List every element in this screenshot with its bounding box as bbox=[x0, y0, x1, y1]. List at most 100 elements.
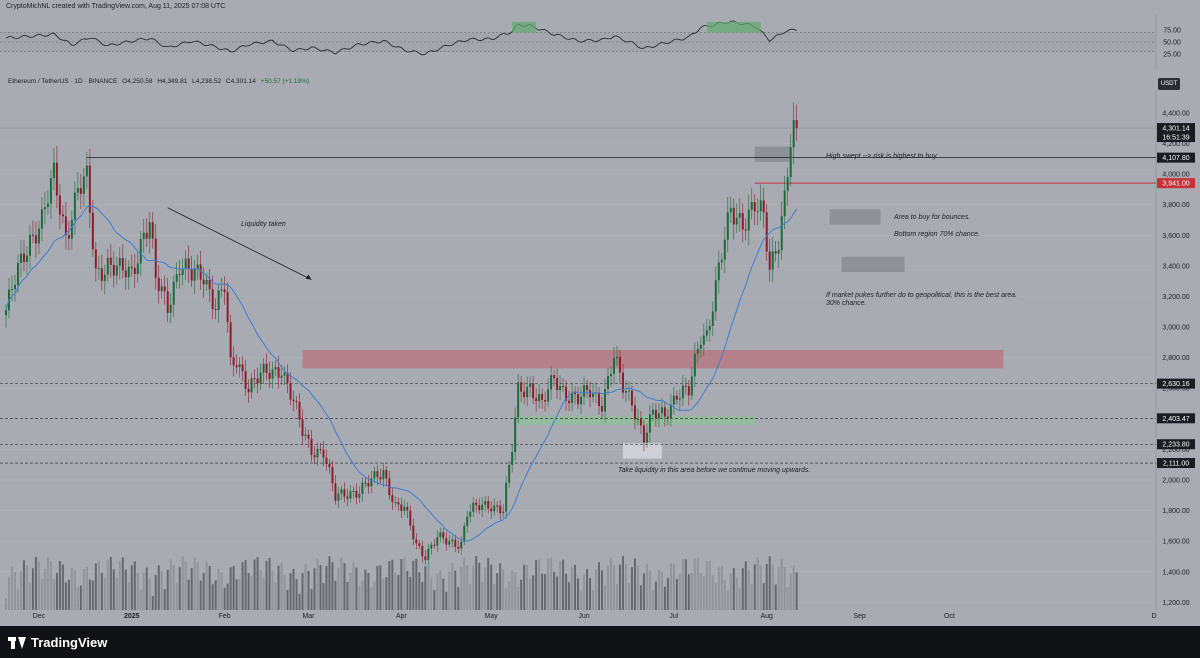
candle-body bbox=[445, 538, 448, 545]
volume-bar bbox=[723, 580, 726, 610]
candle-body bbox=[729, 207, 732, 213]
candle-body bbox=[586, 385, 589, 391]
candle-body bbox=[370, 478, 373, 487]
volume-bar bbox=[46, 557, 49, 610]
time-axis[interactable]: Dec2025FebMarAprMayJunJulAugSepOctNovD bbox=[0, 610, 1200, 626]
candle-body bbox=[451, 539, 454, 542]
candle-body bbox=[639, 418, 642, 426]
volume-bar bbox=[247, 573, 250, 610]
candle-body bbox=[148, 222, 151, 239]
volume-bar bbox=[172, 564, 175, 610]
time-label: Sep bbox=[853, 613, 866, 620]
volume-bar bbox=[466, 565, 469, 610]
candle-body bbox=[627, 390, 630, 392]
volume-bar bbox=[121, 557, 124, 610]
rsi-overbought-fill bbox=[706, 21, 761, 33]
candle-body bbox=[723, 239, 726, 260]
price-chart[interactable]: 1,200.00 1,400.00 1,600.00 1,800.00 2,000.00… bbox=[0, 90, 1200, 610]
candle-body bbox=[106, 257, 109, 275]
volume-bar bbox=[40, 578, 43, 610]
candle-body bbox=[268, 372, 271, 379]
candle-body bbox=[562, 385, 565, 387]
candle-body bbox=[310, 438, 313, 455]
candle-body bbox=[544, 399, 547, 402]
volume-bar bbox=[298, 593, 301, 610]
volume-bar bbox=[208, 566, 211, 610]
candle-body bbox=[100, 268, 103, 281]
volume-bar bbox=[139, 589, 142, 610]
candle-body bbox=[415, 539, 418, 544]
volume-bar bbox=[514, 572, 517, 610]
candle-body bbox=[43, 207, 46, 210]
candle-body bbox=[82, 176, 85, 194]
candle-body bbox=[442, 532, 445, 539]
candle-body bbox=[94, 249, 97, 269]
volume-bar bbox=[178, 567, 181, 610]
volume-bar bbox=[313, 568, 316, 610]
volume-bar bbox=[223, 587, 226, 610]
candle-body bbox=[376, 471, 379, 478]
candle-body bbox=[61, 214, 64, 217]
volume-bar bbox=[756, 556, 759, 610]
candle-body bbox=[553, 375, 556, 379]
candle-body bbox=[259, 372, 262, 384]
volume-bar bbox=[574, 564, 577, 610]
volume-bar bbox=[58, 561, 61, 610]
candle-body bbox=[577, 394, 580, 405]
currency-badge[interactable]: USDT bbox=[1158, 78, 1180, 90]
volume-bar bbox=[720, 566, 723, 610]
candle-body bbox=[280, 375, 283, 378]
volume-bar bbox=[535, 559, 538, 610]
candle-body bbox=[520, 382, 523, 392]
volume-bar bbox=[505, 588, 508, 610]
candle-body bbox=[16, 263, 19, 285]
volume-bar bbox=[412, 560, 415, 610]
candle-body bbox=[217, 290, 220, 311]
volume-bar bbox=[565, 573, 568, 610]
candle-body bbox=[121, 257, 124, 271]
candle-body bbox=[684, 385, 687, 387]
volume-bar bbox=[265, 560, 268, 610]
tradingview-logo[interactable]: TradingView bbox=[8, 635, 107, 650]
candle-body bbox=[85, 165, 88, 177]
price-label: 2,111.00 bbox=[1163, 461, 1189, 468]
volume-bar bbox=[469, 583, 472, 610]
candle-body bbox=[762, 200, 765, 213]
candle-body bbox=[642, 425, 645, 443]
volume-bar bbox=[595, 569, 598, 610]
candle-body bbox=[499, 505, 502, 514]
volume-bar bbox=[340, 557, 343, 610]
candle-body bbox=[307, 434, 310, 439]
volume-bar bbox=[690, 573, 693, 610]
volume-bar bbox=[199, 580, 202, 610]
annotation-liquidity-taken: Liquidity taken bbox=[241, 221, 286, 228]
volume-bar bbox=[280, 562, 283, 610]
volume-bar bbox=[586, 569, 589, 610]
candle-body bbox=[391, 495, 394, 503]
candle-body bbox=[46, 203, 49, 208]
volume-bar bbox=[457, 587, 460, 610]
volume-bar bbox=[487, 557, 490, 610]
volume-bar bbox=[235, 579, 238, 610]
volume-bar bbox=[681, 559, 684, 610]
volume-bar bbox=[118, 561, 121, 610]
volume-bar bbox=[166, 569, 169, 610]
candle-body bbox=[343, 489, 346, 497]
candle-body bbox=[142, 232, 145, 240]
candle-body bbox=[651, 409, 654, 415]
candle-body bbox=[157, 277, 160, 292]
candle-body bbox=[133, 267, 136, 274]
volume-bar bbox=[70, 567, 73, 610]
volume-bar bbox=[244, 560, 247, 610]
volume-bar bbox=[454, 570, 457, 610]
ohlc-low: L4,238.52 bbox=[192, 78, 222, 85]
candle-body bbox=[660, 407, 663, 414]
volume-bar bbox=[214, 580, 217, 610]
deep-zone bbox=[841, 256, 905, 272]
volume-bar bbox=[517, 587, 520, 610]
volume-bar bbox=[759, 565, 762, 610]
volume-bar bbox=[19, 571, 22, 610]
candle-body bbox=[373, 471, 376, 479]
candle-body bbox=[67, 235, 70, 239]
volume-bar bbox=[145, 567, 148, 610]
